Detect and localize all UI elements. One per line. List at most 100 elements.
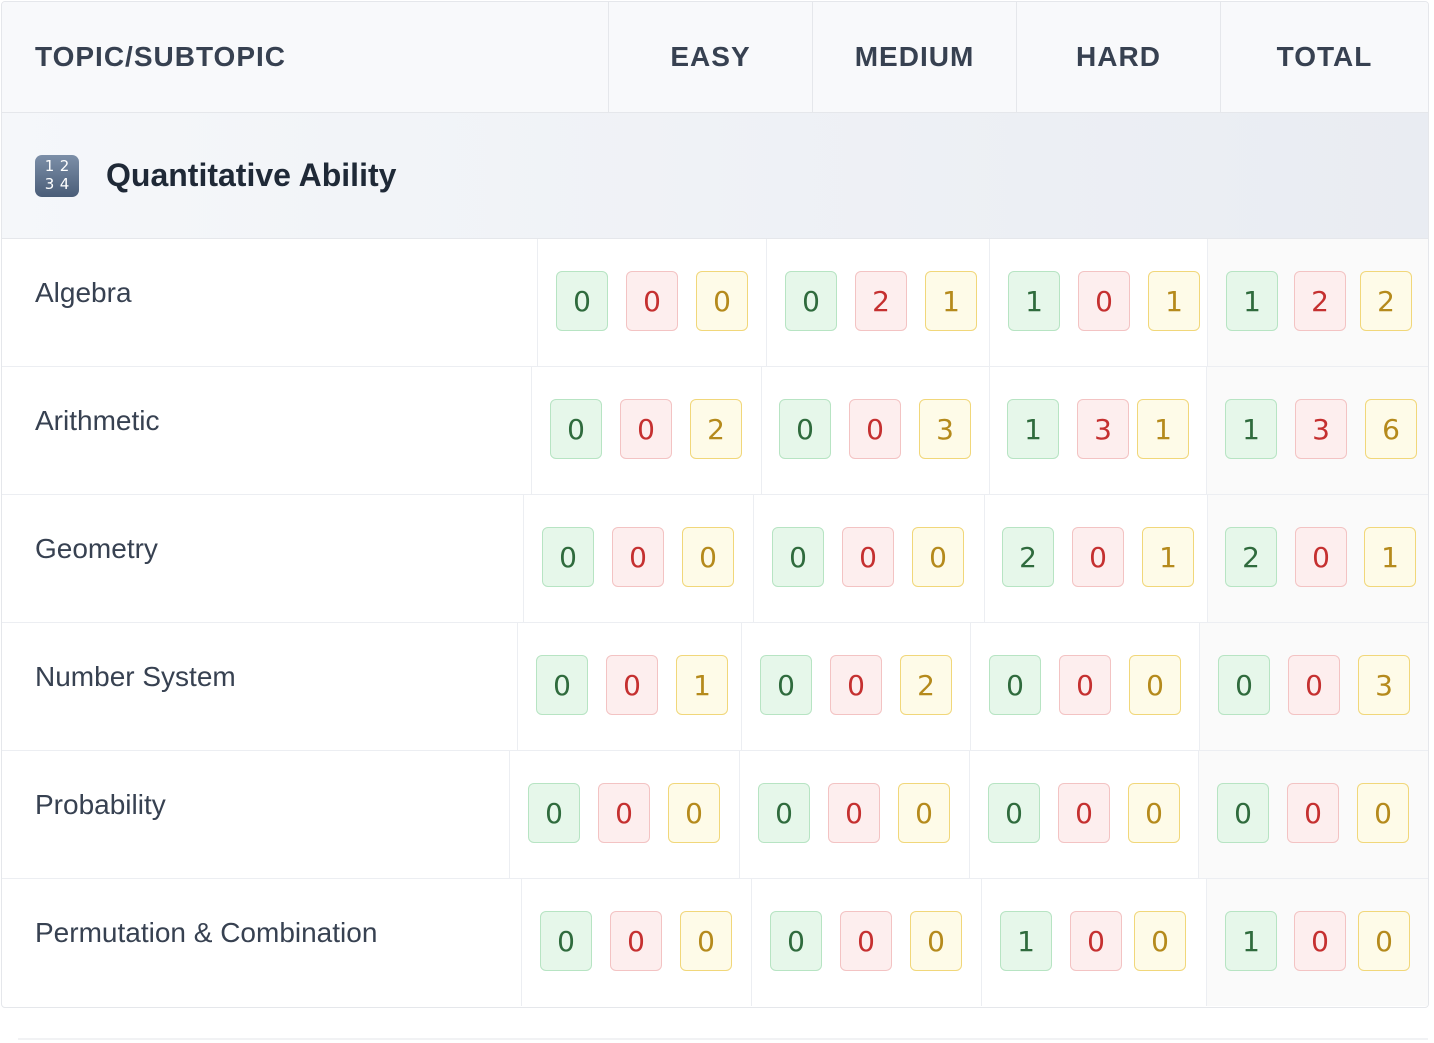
- header-total: TOTAL: [1276, 41, 1373, 72]
- skipped-count-badge: 0: [1134, 911, 1186, 971]
- icon-digit: 1: [44, 157, 55, 175]
- incorrect-count-badge: 0: [1287, 783, 1339, 843]
- input-numbers-icon: 1 2 3 4: [35, 154, 79, 197]
- incorrect-count-badge: 0: [606, 655, 658, 715]
- skipped-count-badge: 2: [1360, 271, 1412, 331]
- divider: [18, 1038, 1428, 1040]
- skipped-count-badge: 1: [1142, 527, 1194, 587]
- incorrect-count-badge: 0: [830, 655, 882, 715]
- incorrect-count-badge: 3: [1077, 399, 1129, 459]
- incorrect-count-badge: 0: [598, 783, 650, 843]
- incorrect-count-badge: 0: [1295, 527, 1347, 587]
- skipped-count-badge: 1: [925, 271, 977, 331]
- incorrect-count-badge: 0: [1058, 783, 1110, 843]
- correct-count-badge: 0: [528, 783, 580, 843]
- table-header: TOPIC/SUBTOPIC EASY MEDIUM HARD TOTAL: [2, 2, 1428, 113]
- correct-count-badge: 2: [1002, 527, 1054, 587]
- incorrect-count-badge: 0: [849, 399, 901, 459]
- skipped-count-badge: 0: [1357, 783, 1409, 843]
- correct-count-badge: 0: [1217, 783, 1269, 843]
- subtopic-label: Geometry: [35, 533, 158, 564]
- table-row[interactable]: Number System 0 0 1 0 0 2 0 0 0 0 0 3: [2, 623, 1428, 751]
- skipped-count-badge: 0: [912, 527, 964, 587]
- correct-count-badge: 0: [779, 399, 831, 459]
- correct-count-badge: 0: [772, 527, 824, 587]
- skipped-count-badge: 1: [676, 655, 728, 715]
- icon-digit: 3: [44, 175, 55, 193]
- subtopic-label: Probability: [35, 789, 166, 820]
- correct-count-badge: 0: [988, 783, 1040, 843]
- skipped-count-badge: 2: [900, 655, 952, 715]
- table-row[interactable]: Arithmetic 0 0 2 0 0 3 1 3 1 1 3 6: [2, 367, 1428, 495]
- correct-count-badge: 0: [536, 655, 588, 715]
- correct-count-badge: 2: [1225, 527, 1277, 587]
- header-topic: TOPIC/SUBTOPIC: [2, 2, 609, 112]
- correct-count-badge: 1: [1226, 271, 1278, 331]
- incorrect-count-badge: 0: [1294, 911, 1346, 971]
- correct-count-badge: 0: [542, 527, 594, 587]
- skipped-count-badge: 2: [690, 399, 742, 459]
- correct-count-badge: 0: [1218, 655, 1270, 715]
- table-row[interactable]: Algebra 0 0 0 0 2 1 1 0 1 1 2 2: [2, 239, 1428, 367]
- incorrect-count-badge: 0: [840, 911, 892, 971]
- skipped-count-badge: 1: [1364, 527, 1416, 587]
- incorrect-count-badge: 0: [1072, 527, 1124, 587]
- subtopic-label: Algebra: [35, 277, 132, 308]
- correct-count-badge: 1: [1225, 399, 1277, 459]
- correct-count-badge: 0: [556, 271, 608, 331]
- skipped-count-badge: 0: [898, 783, 950, 843]
- incorrect-count-badge: 2: [1294, 271, 1346, 331]
- table-row[interactable]: Probability 0 0 0 0 0 0 0 0 0 0 0 0: [2, 751, 1428, 879]
- skipped-count-badge: 6: [1365, 399, 1417, 459]
- incorrect-count-badge: 0: [610, 911, 662, 971]
- skipped-count-badge: 1: [1137, 399, 1189, 459]
- topic-title: Quantitative Ability: [106, 157, 397, 193]
- correct-count-badge: 1: [1225, 911, 1277, 971]
- topic-row-quantitative-ability[interactable]: 1 2 3 4 Quantitative Ability: [2, 113, 1428, 239]
- header-hard: HARD: [1017, 2, 1221, 112]
- header-medium: MEDIUM: [813, 2, 1017, 112]
- skipped-count-badge: 0: [1358, 911, 1410, 971]
- table-row[interactable]: Permutation & Combination 0 0 0 0 0 0 1 0 0 1 0 0: [2, 879, 1428, 1007]
- correct-count-badge: 0: [785, 271, 837, 331]
- table-row[interactable]: Geometry 0 0 0 0 0 0 2 0 1 2 0 1: [2, 495, 1428, 623]
- incorrect-count-badge: 0: [1070, 911, 1122, 971]
- incorrect-count-badge: 3: [1295, 399, 1347, 459]
- correct-count-badge: 1: [1008, 271, 1060, 331]
- incorrect-count-badge: 0: [626, 271, 678, 331]
- correct-count-badge: 0: [758, 783, 810, 843]
- icon-digit: 2: [59, 157, 70, 175]
- skipped-count-badge: 0: [682, 527, 734, 587]
- correct-count-badge: 0: [989, 655, 1041, 715]
- skipped-count-badge: 3: [919, 399, 971, 459]
- skipped-count-badge: 0: [696, 271, 748, 331]
- topic-breakdown-table: TOPIC/SUBTOPIC EASY MEDIUM HARD TOTAL 1 …: [1, 1, 1429, 1008]
- correct-count-badge: 0: [770, 911, 822, 971]
- incorrect-count-badge: 0: [620, 399, 672, 459]
- subtopic-label: Permutation & Combination: [35, 917, 378, 948]
- incorrect-count-badge: 2: [855, 271, 907, 331]
- subtopic-label: Arithmetic: [35, 405, 160, 436]
